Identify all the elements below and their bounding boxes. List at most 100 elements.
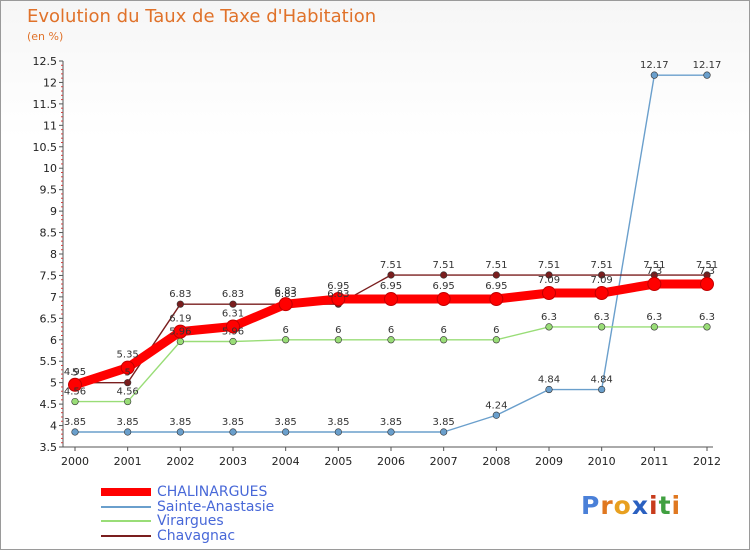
data-label: 6.83 bbox=[169, 289, 191, 300]
data-point bbox=[436, 292, 451, 307]
data-label: 3.85 bbox=[275, 417, 297, 428]
data-label: 4.84 bbox=[538, 375, 560, 386]
y-tick-label: 9 bbox=[50, 205, 57, 218]
data-point bbox=[384, 292, 398, 307]
y-tick-label: 11 bbox=[43, 119, 57, 132]
data-point bbox=[226, 319, 240, 334]
data-label: 4.56 bbox=[64, 387, 86, 398]
logo-letter: P bbox=[581, 491, 601, 520]
data-point bbox=[124, 428, 132, 436]
legend-item: Virargues bbox=[101, 514, 274, 529]
x-tick-label: 2011 bbox=[640, 455, 668, 468]
data-label: 4.84 bbox=[591, 375, 613, 386]
data-point bbox=[492, 411, 500, 419]
y-tick-label: 5.5 bbox=[40, 355, 58, 368]
data-point bbox=[176, 300, 184, 308]
logo-letter: x bbox=[631, 491, 649, 520]
data-label: 7.3 bbox=[646, 266, 662, 277]
data-label: 6 bbox=[388, 325, 394, 336]
legend-swatch bbox=[101, 488, 151, 497]
y-tick-label: 10.5 bbox=[33, 141, 58, 154]
legend-item: CHALINARGUES bbox=[101, 485, 274, 500]
logo-letter: i bbox=[671, 491, 682, 520]
data-label: 7.51 bbox=[538, 260, 560, 271]
axes: 3.5 4 4.5 5 5.5 6 6.5 7 7.5 8 8.5 9 9.5 10 10.5 11 11.5 1… bbox=[33, 55, 722, 468]
data-point bbox=[492, 271, 500, 279]
data-point bbox=[598, 271, 606, 279]
data-label: 6.95 bbox=[485, 281, 507, 292]
data-label: 7.51 bbox=[591, 260, 613, 271]
data-point bbox=[440, 428, 448, 436]
x-tick-label: 2009 bbox=[535, 455, 563, 468]
x-tick-label: 2006 bbox=[377, 455, 405, 468]
data-point bbox=[278, 297, 293, 312]
data-label: 7.3 bbox=[699, 266, 715, 277]
data-point bbox=[176, 337, 184, 346]
data-label: 6.3 bbox=[699, 312, 715, 323]
data-label: 3.85 bbox=[64, 417, 86, 428]
logo-letter: i bbox=[649, 491, 659, 520]
data-label: 4.24 bbox=[485, 400, 507, 411]
x-tick-label: 2002 bbox=[166, 455, 194, 468]
data-point bbox=[489, 292, 504, 307]
data-label: 12.17 bbox=[693, 60, 722, 71]
legend-label: CHALINARGUES bbox=[157, 484, 268, 501]
x-tick-label: 2005 bbox=[324, 455, 352, 468]
data-point bbox=[594, 286, 609, 301]
data-label: 3.85 bbox=[169, 417, 191, 428]
data-point bbox=[545, 271, 553, 279]
data-point bbox=[331, 292, 346, 307]
data-point bbox=[282, 428, 290, 436]
data-label: 6 bbox=[440, 325, 446, 336]
data-label: 5.96 bbox=[169, 326, 191, 337]
data-label: 6.3 bbox=[541, 312, 557, 323]
y-tick-label: 3.5 bbox=[40, 441, 58, 454]
data-point bbox=[71, 428, 79, 436]
data-point bbox=[282, 336, 290, 344]
data-point bbox=[598, 385, 606, 394]
data-label: 3.85 bbox=[327, 417, 349, 428]
y-tick-label: 11.5 bbox=[33, 98, 58, 111]
legend-swatch bbox=[101, 534, 151, 537]
legend-label: Sainte-Anastasie bbox=[157, 498, 275, 515]
legend-swatch bbox=[101, 520, 151, 523]
data-point bbox=[542, 286, 556, 301]
x-tick-label: 2004 bbox=[272, 455, 300, 468]
data-point bbox=[229, 300, 237, 308]
legend-label: Virargues bbox=[157, 513, 224, 530]
data-point bbox=[650, 71, 658, 79]
y-tick-label: 4 bbox=[50, 420, 57, 433]
data-label: 6.83 bbox=[222, 289, 244, 300]
data-point bbox=[334, 428, 342, 436]
y-tick-label: 8 bbox=[50, 248, 57, 261]
data-point bbox=[229, 337, 237, 346]
data-label: 7.51 bbox=[696, 260, 718, 271]
data-label: 6.31 bbox=[222, 308, 244, 319]
data-point bbox=[387, 271, 395, 279]
logo-letter: t bbox=[658, 491, 672, 520]
data-label: 7.51 bbox=[380, 260, 402, 271]
data-label: 6.95 bbox=[433, 281, 455, 292]
data-label: 3.85 bbox=[222, 417, 244, 428]
data-point bbox=[703, 323, 711, 331]
data-label: 6.3 bbox=[646, 312, 662, 323]
y-tick-label: 6.5 bbox=[40, 312, 58, 325]
data-point bbox=[700, 277, 714, 292]
y-tick-label: 7 bbox=[50, 291, 57, 304]
legend: CHALINARGUES Sainte-Anastasie Virargues Cha… bbox=[101, 485, 274, 543]
data-label: 6.83 bbox=[275, 286, 297, 297]
y-tick-label: 9.5 bbox=[40, 184, 58, 197]
data-point bbox=[176, 428, 184, 436]
data-point bbox=[124, 397, 132, 406]
y-tick-label: 10 bbox=[43, 162, 57, 175]
data-point bbox=[598, 323, 606, 331]
data-point bbox=[387, 428, 395, 436]
y-tick-label: 5 bbox=[50, 377, 57, 390]
data-point bbox=[440, 336, 448, 344]
data-point bbox=[68, 377, 82, 392]
data-label: 7.51 bbox=[485, 260, 507, 271]
data-label: 7.09 bbox=[538, 275, 560, 286]
logo-letter: o bbox=[613, 491, 632, 520]
x-tick-label: 2008 bbox=[482, 455, 510, 468]
